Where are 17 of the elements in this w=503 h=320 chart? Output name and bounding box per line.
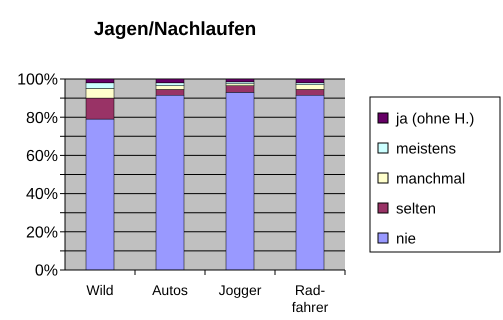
legend-label: ja (ohne H.): [395, 110, 474, 128]
x-tick-label: Rad- fahrer: [292, 282, 329, 315]
legend-label: manchmal: [396, 170, 466, 188]
y-tick-label: 80%: [26, 110, 58, 127]
y-tick-label: 100%: [17, 72, 58, 89]
chart-title: Jagen/Nachlaufen: [94, 19, 256, 40]
y-tick-label: 0%: [34, 262, 58, 280]
x-tick-label: Wild: [86, 282, 114, 298]
bar: [156, 82, 184, 86]
legend-label: nie: [396, 230, 416, 248]
legend-label: selten: [396, 200, 436, 218]
x-tick-label: Jogger: [218, 282, 262, 298]
y-tick-label: 40%: [26, 186, 58, 204]
legend-label: meistens: [396, 140, 456, 158]
x-tick-label: Autos: [152, 282, 188, 298]
y-tick-label: 20%: [26, 224, 58, 242]
y-tick-label: 60%: [26, 148, 58, 165]
